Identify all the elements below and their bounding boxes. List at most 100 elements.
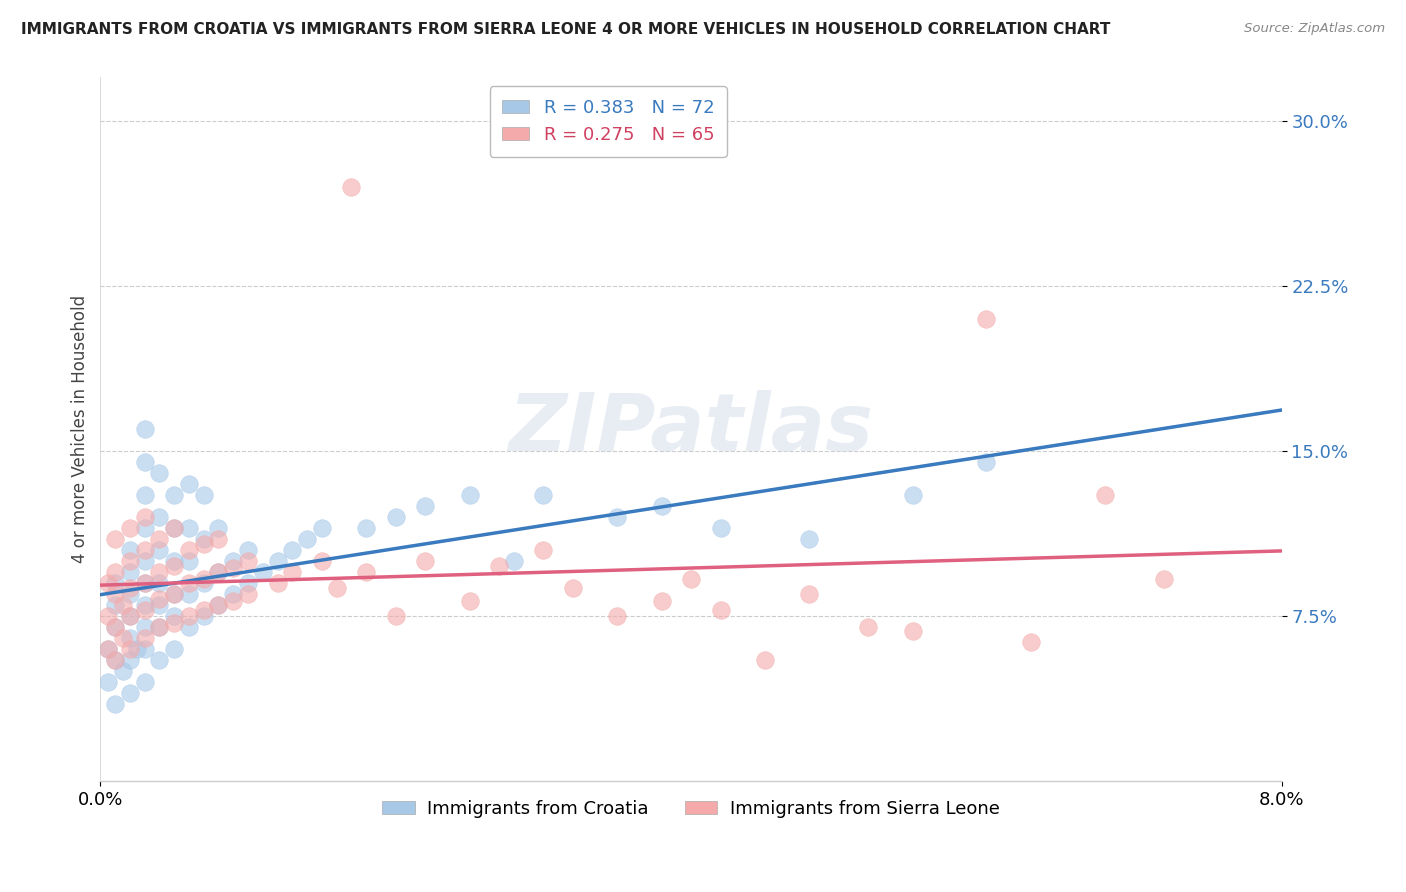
Point	[207, 521, 229, 535]
Point	[111, 664, 134, 678]
Text: Source: ZipAtlas.com: Source: ZipAtlas.com	[1244, 22, 1385, 36]
Point	[193, 602, 215, 616]
Point	[104, 565, 127, 579]
Point	[606, 609, 628, 624]
Point	[104, 576, 127, 591]
Point	[354, 565, 377, 579]
Point	[281, 565, 304, 579]
Point	[413, 499, 436, 513]
Point	[976, 455, 998, 469]
Point	[134, 521, 156, 535]
Point	[163, 521, 186, 535]
Point	[458, 488, 481, 502]
Point	[163, 521, 186, 535]
Point	[325, 581, 347, 595]
Point	[118, 653, 141, 667]
Legend: Immigrants from Croatia, Immigrants from Sierra Leone: Immigrants from Croatia, Immigrants from…	[375, 792, 1007, 825]
Point	[104, 532, 127, 546]
Point	[118, 686, 141, 700]
Point	[236, 554, 259, 568]
Point	[163, 642, 186, 657]
Point	[650, 593, 672, 607]
Point	[384, 510, 406, 524]
Point	[97, 642, 120, 657]
Point	[118, 521, 141, 535]
Point	[236, 587, 259, 601]
Point	[709, 602, 731, 616]
Point	[134, 488, 156, 502]
Point	[177, 609, 200, 624]
Point	[104, 620, 127, 634]
Point	[148, 532, 170, 546]
Point	[163, 609, 186, 624]
Point	[207, 565, 229, 579]
Point	[458, 593, 481, 607]
Point	[97, 642, 120, 657]
Point	[901, 624, 924, 639]
Point	[679, 572, 702, 586]
Point	[252, 565, 274, 579]
Point	[163, 488, 186, 502]
Point	[222, 560, 245, 574]
Point	[901, 488, 924, 502]
Point	[207, 565, 229, 579]
Point	[193, 576, 215, 591]
Point	[97, 576, 120, 591]
Point	[311, 521, 333, 535]
Point	[561, 581, 583, 595]
Point	[354, 521, 377, 535]
Point	[531, 488, 554, 502]
Point	[709, 521, 731, 535]
Point	[207, 598, 229, 612]
Point	[193, 609, 215, 624]
Point	[1019, 635, 1042, 649]
Point	[118, 642, 141, 657]
Point	[118, 554, 141, 568]
Point	[148, 653, 170, 667]
Y-axis label: 4 or more Vehicles in Household: 4 or more Vehicles in Household	[72, 295, 89, 563]
Point	[531, 543, 554, 558]
Point	[134, 543, 156, 558]
Point	[207, 532, 229, 546]
Point	[134, 602, 156, 616]
Point	[127, 642, 149, 657]
Point	[799, 532, 821, 546]
Point	[311, 554, 333, 568]
Point	[148, 591, 170, 606]
Point	[134, 422, 156, 436]
Point	[118, 587, 141, 601]
Point	[606, 510, 628, 524]
Point	[134, 642, 156, 657]
Point	[148, 565, 170, 579]
Point	[111, 631, 134, 645]
Point	[266, 576, 288, 591]
Point	[104, 697, 127, 711]
Point	[134, 455, 156, 469]
Point	[222, 554, 245, 568]
Point	[134, 675, 156, 690]
Point	[193, 536, 215, 550]
Point	[104, 598, 127, 612]
Point	[104, 653, 127, 667]
Point	[134, 576, 156, 591]
Point	[177, 576, 200, 591]
Point	[502, 554, 524, 568]
Point	[163, 554, 186, 568]
Point	[134, 620, 156, 634]
Point	[266, 554, 288, 568]
Point	[384, 609, 406, 624]
Point	[134, 554, 156, 568]
Point	[177, 543, 200, 558]
Point	[858, 620, 880, 634]
Point	[148, 598, 170, 612]
Point	[118, 609, 141, 624]
Point	[1153, 572, 1175, 586]
Point	[148, 543, 170, 558]
Point	[193, 532, 215, 546]
Point	[799, 587, 821, 601]
Point	[148, 576, 170, 591]
Point	[177, 554, 200, 568]
Text: IMMIGRANTS FROM CROATIA VS IMMIGRANTS FROM SIERRA LEONE 4 OR MORE VEHICLES IN HO: IMMIGRANTS FROM CROATIA VS IMMIGRANTS FR…	[21, 22, 1111, 37]
Point	[193, 572, 215, 586]
Point	[650, 499, 672, 513]
